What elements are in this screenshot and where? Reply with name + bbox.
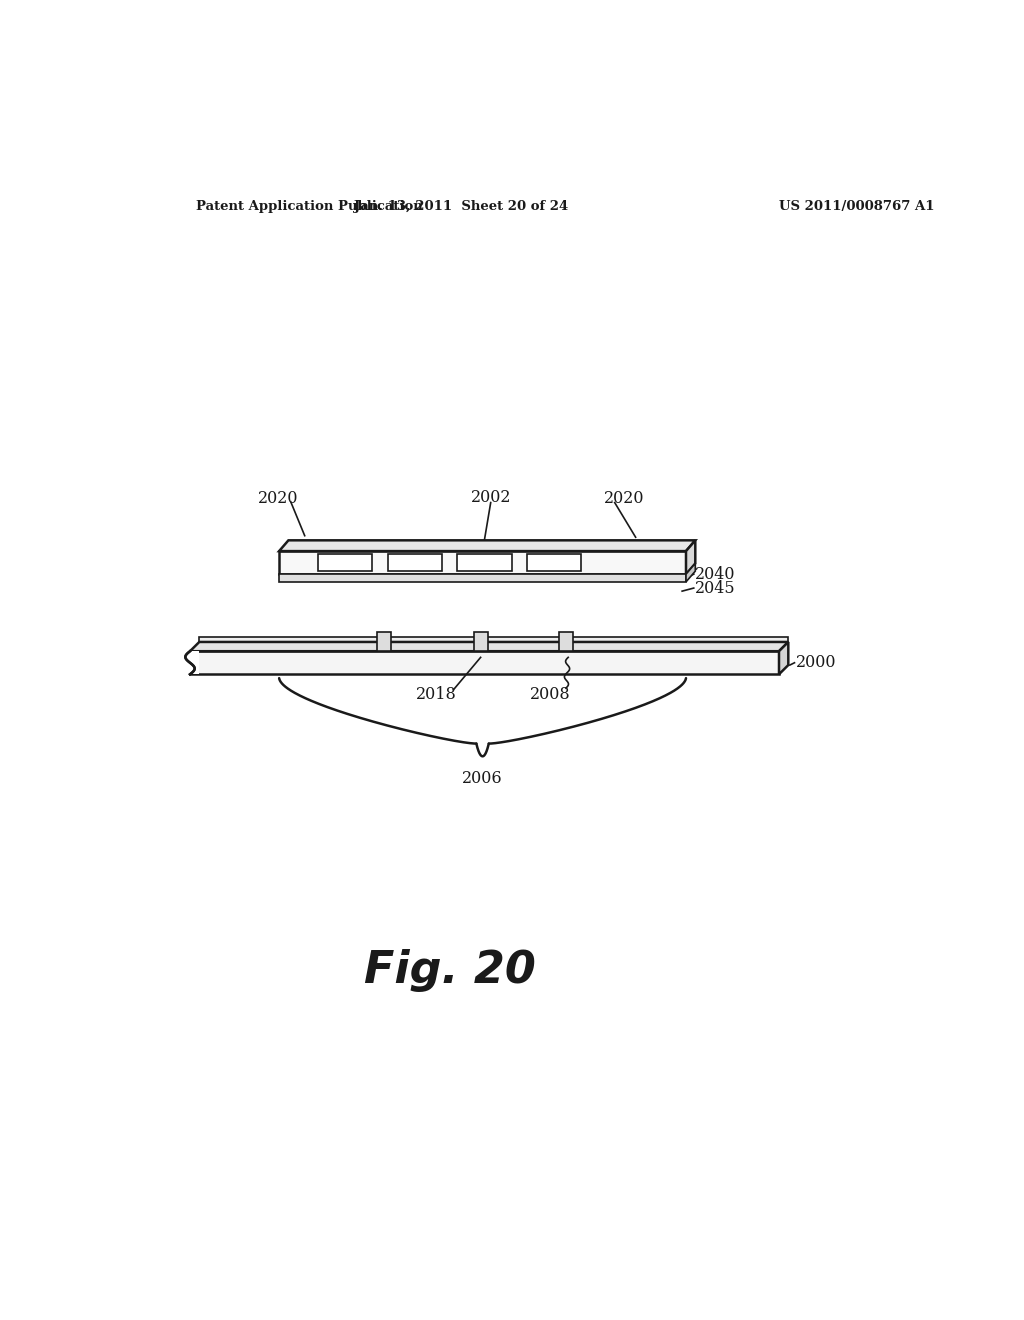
- Text: 2045: 2045: [695, 579, 736, 597]
- Polygon shape: [190, 642, 788, 651]
- Polygon shape: [317, 554, 372, 572]
- Polygon shape: [280, 540, 695, 552]
- Text: 2020: 2020: [604, 490, 644, 507]
- Text: 2018: 2018: [416, 686, 457, 702]
- Text: 2002: 2002: [470, 488, 511, 506]
- Polygon shape: [686, 540, 695, 574]
- Polygon shape: [377, 632, 391, 651]
- Text: US 2011/0008767 A1: US 2011/0008767 A1: [779, 199, 935, 213]
- Text: 2000: 2000: [796, 655, 837, 672]
- Text: Fig. 20: Fig. 20: [364, 949, 536, 993]
- Polygon shape: [559, 632, 572, 651]
- Text: 2040: 2040: [695, 566, 736, 582]
- Polygon shape: [779, 642, 788, 675]
- Polygon shape: [686, 564, 695, 582]
- Polygon shape: [188, 651, 200, 675]
- Text: 2008: 2008: [530, 686, 570, 702]
- Polygon shape: [280, 574, 686, 582]
- Text: 2006: 2006: [462, 770, 503, 787]
- Polygon shape: [458, 554, 512, 572]
- Polygon shape: [190, 651, 779, 675]
- Polygon shape: [474, 632, 487, 651]
- Polygon shape: [280, 552, 686, 574]
- Text: Patent Application Publication: Patent Application Publication: [197, 199, 423, 213]
- Polygon shape: [200, 636, 788, 642]
- Polygon shape: [527, 554, 582, 572]
- Text: 2020: 2020: [258, 490, 299, 507]
- Polygon shape: [388, 554, 442, 572]
- Text: Jan. 13, 2011  Sheet 20 of 24: Jan. 13, 2011 Sheet 20 of 24: [354, 199, 568, 213]
